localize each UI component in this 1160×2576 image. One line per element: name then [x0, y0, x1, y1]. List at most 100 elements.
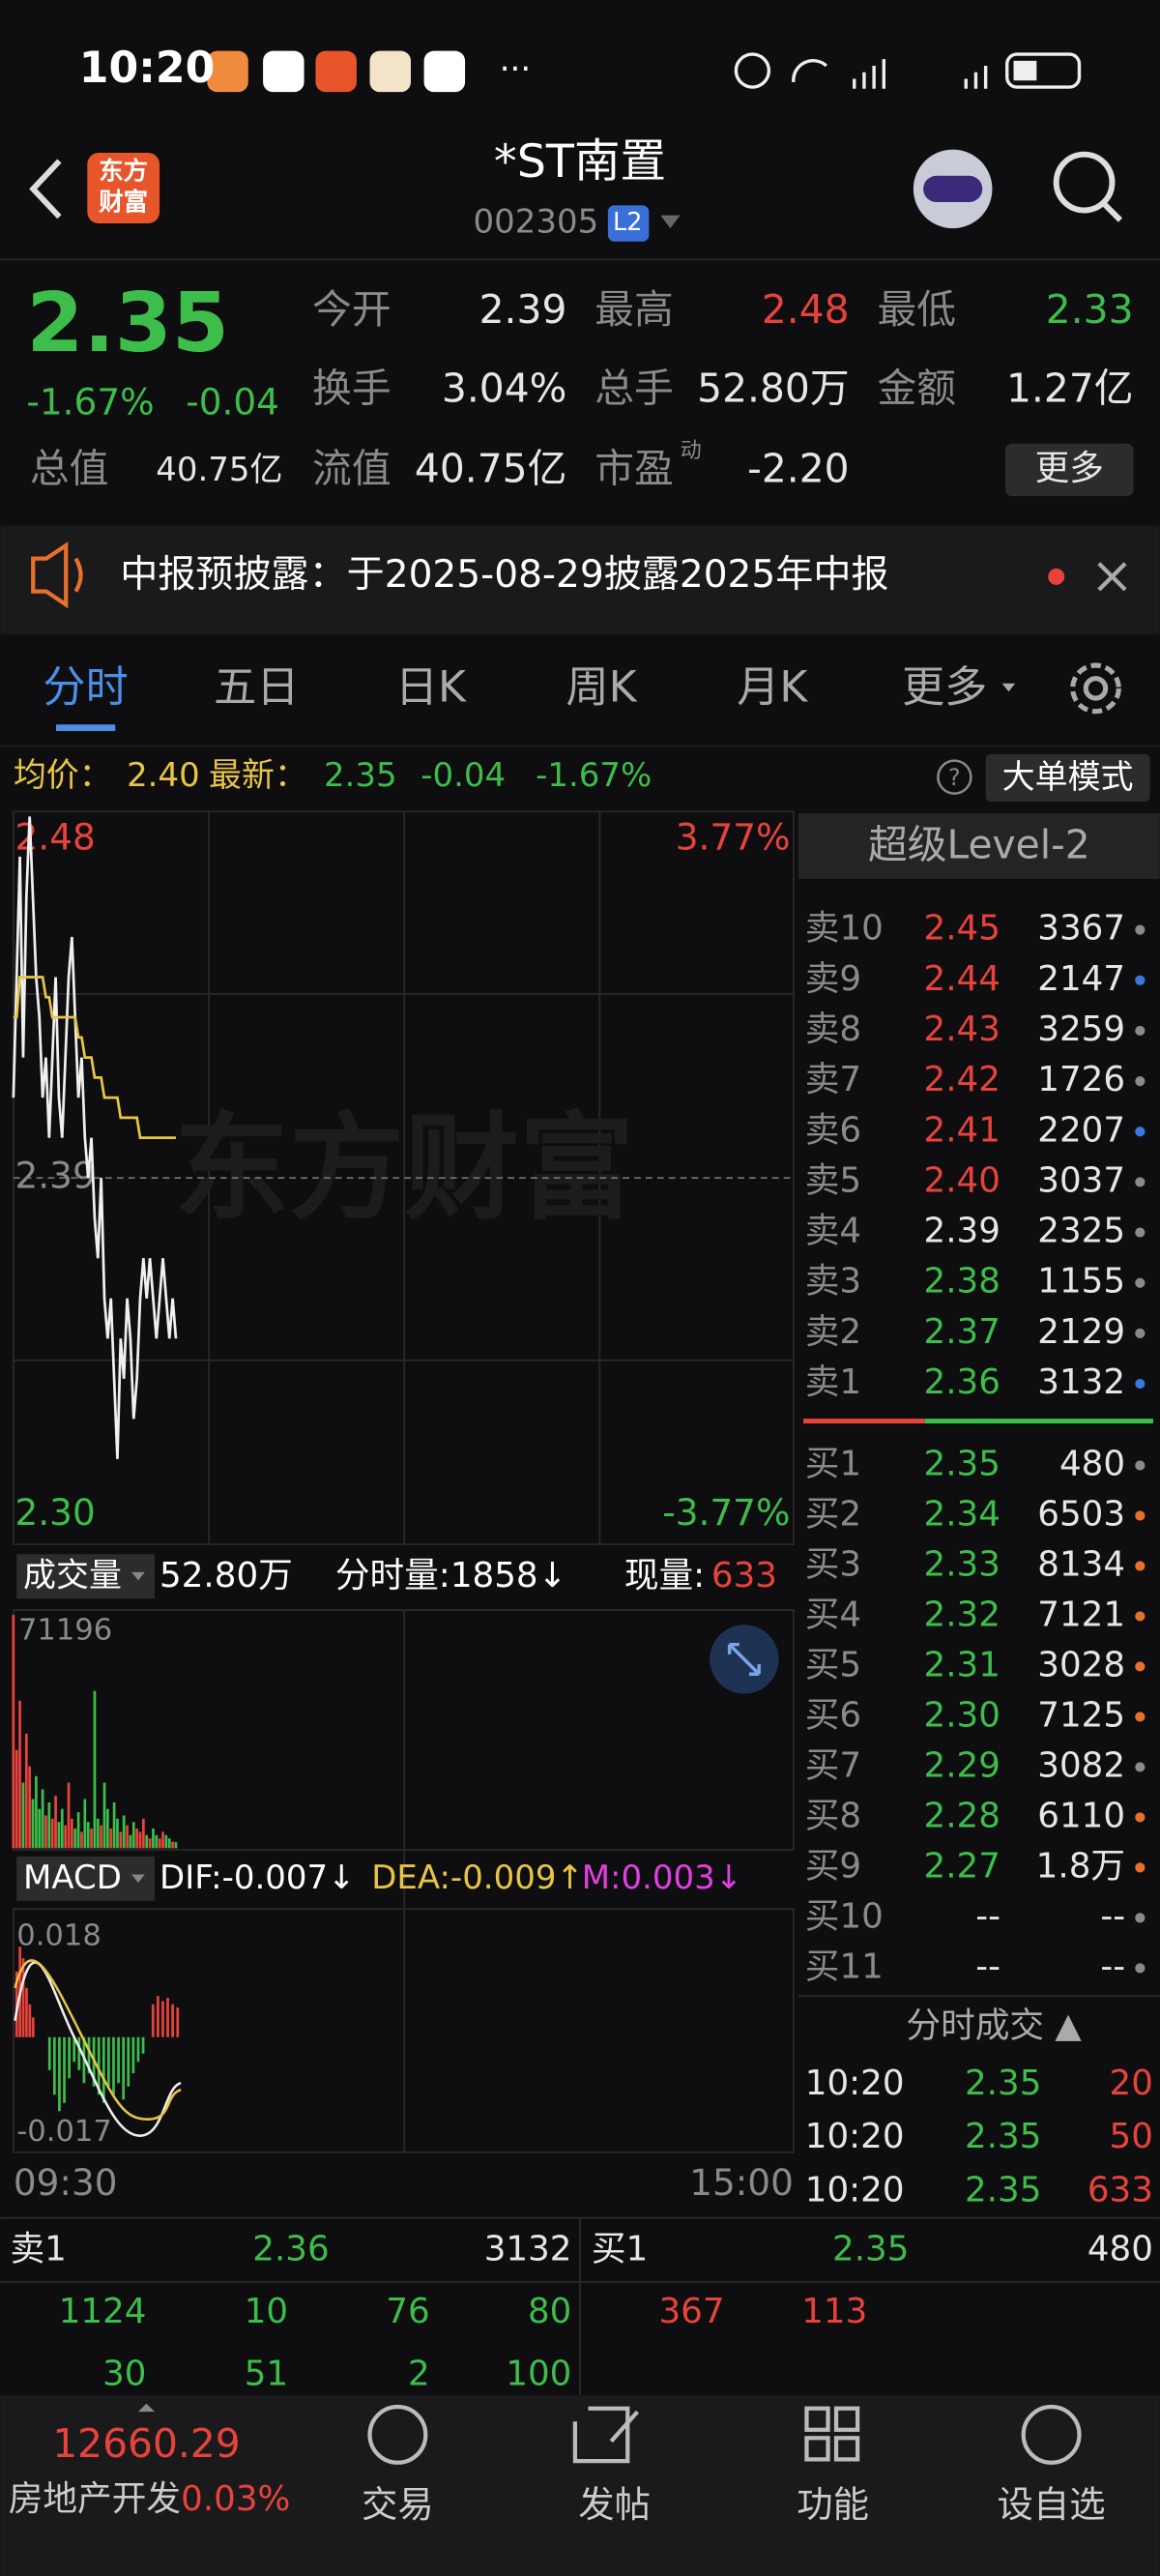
- volume-bar: [135, 1829, 138, 1849]
- macd-selector[interactable]: [16, 1856, 155, 1901]
- volume-bar: [83, 1799, 87, 1849]
- queue-price: 2.35: [832, 2230, 909, 2269]
- volume-bar: [80, 1831, 83, 1849]
- trade-volume: 20: [1110, 2064, 1153, 2103]
- tab[interactable]: 分时: [43, 663, 128, 713]
- robot-icon[interactable]: [913, 149, 993, 229]
- index-value: 12660.29: [52, 2420, 241, 2467]
- volume-bar: [64, 1825, 68, 1849]
- volume-bar: [138, 1831, 142, 1849]
- book-label: 买2: [805, 1494, 861, 1534]
- queue-cell: 51: [245, 2355, 288, 2394]
- book-volume: 480: [1059, 1444, 1125, 1483]
- queue-price: 2.36: [252, 2230, 329, 2269]
- book-label: 买7: [805, 1745, 861, 1785]
- book-volume: 3259: [1037, 1010, 1125, 1049]
- queue-cell: 367: [658, 2292, 724, 2331]
- book-label: 买6: [805, 1695, 861, 1735]
- settings-icon[interactable]: [1070, 662, 1121, 715]
- tab[interactable]: 月K: [737, 663, 808, 713]
- nav-item[interactable]: 交易: [362, 2483, 434, 2526]
- help-icon[interactable]: [937, 759, 972, 795]
- price-line: [12, 816, 178, 1459]
- macd-m-label: M:0.003↓: [582, 1859, 742, 1897]
- book-volume: 2147: [1037, 959, 1125, 999]
- volume-bar: [76, 1812, 80, 1849]
- trade-time: 10:20: [805, 2064, 905, 2103]
- nav-item[interactable]: 功能: [797, 2483, 869, 2526]
- field-label: 换手: [312, 365, 392, 411]
- book-dot: [1135, 924, 1146, 935]
- avg-value: 2.40: [127, 756, 200, 795]
- book-price: 2.37: [924, 1312, 1000, 1352]
- volume-bar: [93, 1690, 97, 1849]
- status-time: 10:20: [79, 44, 216, 93]
- volume-bar: [31, 1799, 35, 1849]
- notice-bar: [0, 525, 1160, 634]
- book-price: 2.35: [924, 1444, 1000, 1483]
- volume-bar: [18, 1700, 21, 1849]
- book-dot: [1135, 1127, 1146, 1137]
- nav-item[interactable]: 发帖: [578, 2483, 651, 2526]
- book-label: 卖10: [805, 909, 884, 949]
- volume-bar: [161, 1831, 164, 1849]
- trade-time: 10:20: [805, 2170, 905, 2210]
- tab[interactable]: 更多: [902, 663, 987, 713]
- field-label: 今开: [312, 286, 392, 333]
- volume-bar: [116, 1818, 119, 1849]
- queue-label: 卖1: [10, 2230, 66, 2269]
- tab[interactable]: 日K: [395, 663, 467, 713]
- book-price: 2.44: [924, 959, 1000, 999]
- book-price: 2.40: [924, 1160, 1000, 1200]
- back-button[interactable]: [29, 159, 62, 220]
- book-volume: 3082: [1037, 1745, 1125, 1785]
- book-label: 卖7: [805, 1060, 861, 1099]
- volume-bar: [122, 1815, 126, 1849]
- book-dot: [1135, 1076, 1146, 1087]
- last-label: 最新：: [209, 756, 307, 795]
- book-volume: 2325: [1037, 1212, 1125, 1251]
- volume-selector[interactable]: [16, 1554, 155, 1599]
- trades-title: 分时成交 ▲: [906, 2006, 1082, 2046]
- book-label: 买8: [805, 1796, 861, 1835]
- book-dot: [1135, 1812, 1146, 1823]
- y-tick-label: 71196: [18, 1614, 112, 1648]
- mode-button[interactable]: [985, 753, 1150, 803]
- book-price: 2.38: [924, 1262, 1000, 1302]
- trade-volume: 50: [1110, 2117, 1153, 2156]
- index-name: 房地产开发: [9, 2479, 181, 2519]
- tab[interactable]: 周K: [566, 663, 638, 713]
- volume-bar: [44, 1815, 47, 1849]
- field-value: -2.20: [747, 446, 849, 492]
- volume-bar: [47, 1801, 51, 1849]
- more-button[interactable]: [1005, 443, 1134, 497]
- y-tick-label: 2.39: [15, 1155, 96, 1197]
- book-volume: 1.8万: [1036, 1846, 1125, 1886]
- book-dot: [1135, 1963, 1146, 1974]
- dropdown: [131, 1571, 145, 1581]
- nav-item[interactable]: 设自选: [998, 2483, 1106, 2526]
- close-button[interactable]: [1097, 562, 1127, 592]
- field-value: 1.27亿: [1006, 365, 1134, 411]
- chart-frame: [13, 810, 795, 2153]
- search-icon[interactable]: [1053, 151, 1123, 222]
- expand-button[interactable]: [710, 1625, 779, 1694]
- book-volume: 6503: [1037, 1494, 1125, 1534]
- book-dot: [1135, 1712, 1146, 1722]
- volume-bar: [141, 1818, 145, 1849]
- change: -0.04: [186, 380, 279, 423]
- x-end: 15:00: [689, 2161, 794, 2204]
- book-price: 2.42: [924, 1060, 1000, 1099]
- book-volume: 6110: [1037, 1796, 1125, 1835]
- book-price: 2.32: [924, 1595, 1000, 1634]
- book-label: 买1: [805, 1444, 861, 1483]
- volume-bar: [126, 1825, 129, 1849]
- logo-text: 财富: [99, 189, 148, 218]
- level2-title: 超级Level-2: [868, 822, 1090, 868]
- status-more: ···: [500, 50, 531, 89]
- field-value: 2.33: [1046, 286, 1134, 333]
- volume-bar: [12, 1615, 15, 1849]
- tab[interactable]: 五日: [214, 663, 299, 713]
- now-label: 现量:: [624, 1556, 705, 1595]
